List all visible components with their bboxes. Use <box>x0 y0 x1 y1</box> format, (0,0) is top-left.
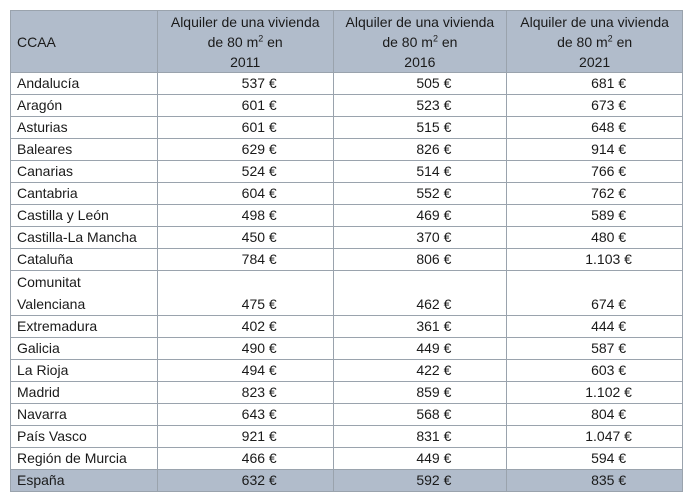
value-2016-cell: 449 € <box>332 447 508 470</box>
ccaa-cell: Extremadura <box>10 315 158 338</box>
ccaa-cell: Cataluña <box>10 248 158 271</box>
table-row: Castilla-La Mancha 450 €370 €480 € <box>10 226 683 249</box>
table-row: Aragón 601 €523 €673 € <box>10 94 683 117</box>
ccaa-cell: Baleares <box>10 138 158 161</box>
value-2021-cell: 1.102 € <box>506 381 683 404</box>
ccaa-cell: Navarra <box>10 403 158 426</box>
value-2016-cell: 552 € <box>332 182 508 205</box>
value-2016-cell: 859 € <box>332 381 508 404</box>
value-2011-cell: 466 € <box>156 447 334 470</box>
value-2016-cell: 592 € <box>332 469 508 492</box>
value-2011-cell: 643 € <box>156 403 334 426</box>
header-ccaa: CCAA <box>10 10 158 73</box>
ccaa-cell: La Rioja <box>10 359 158 382</box>
table-row: Castilla y León 498 €469 €589 € <box>10 204 683 227</box>
value-2011-cell: 498 € <box>156 204 334 227</box>
value-2016-cell: 361 € <box>332 315 508 338</box>
header-2016: Alquiler de una vivienda de 80 m2 en 2016 <box>332 10 508 73</box>
table-row: Baleares 629 €826 €914 € <box>10 138 683 161</box>
value-2016-cell: 370 € <box>332 226 508 249</box>
value-2021-cell: 444 € <box>506 315 683 338</box>
ccaa-cell: Galicia <box>10 337 158 360</box>
value-2011-cell: 601 € <box>156 94 334 117</box>
value-2011-cell: 601 € <box>156 116 334 139</box>
ccaa-cell: Andalucía <box>10 72 158 95</box>
header-row: CCAA Alquiler de una vivienda de 80 m2 e… <box>10 10 683 73</box>
table-row: Andalucía 537 €505 €681 € <box>10 72 683 95</box>
value-2021-cell: 594 € <box>506 447 683 470</box>
value-2021-cell: 681 € <box>506 72 683 95</box>
value-2021-cell: 480 € <box>506 226 683 249</box>
value-2011-cell: 524 € <box>156 160 334 183</box>
value-2011-cell: 629 € <box>156 138 334 161</box>
header-2011: Alquiler de una vivienda de 80 m2 en 2011 <box>156 10 334 73</box>
value-2011-cell: 632 € <box>156 469 334 492</box>
value-2016-cell: 826 € <box>332 138 508 161</box>
value-2011-cell: 402 € <box>156 315 334 338</box>
value-2016-cell: 515 € <box>332 116 508 139</box>
value-2021-cell: 835 € <box>506 469 683 492</box>
value-2021-cell: 1.103 € <box>506 248 683 271</box>
value-2021-cell: 914 € <box>506 138 683 161</box>
ccaa-cell: Castilla y León <box>10 204 158 227</box>
value-2016-cell: 523 € <box>332 94 508 117</box>
ccaa-cell: Canarias <box>10 160 158 183</box>
table-row: Navarra 643 €568 €804 € <box>10 403 683 426</box>
ccaa-cell: País Vasco <box>10 425 158 448</box>
value-2011-cell: 604 € <box>156 182 334 205</box>
value-2021-cell: 648 € <box>506 116 683 139</box>
ccaa-cell: Asturias <box>10 116 158 139</box>
value-2011-cell: 494 € <box>156 359 334 382</box>
value-2011-cell: 823 € <box>156 381 334 404</box>
value-2021-cell: 762 € <box>506 182 683 205</box>
table-row: Región de Murcia 466 €449 €594 € <box>10 447 683 470</box>
value-2016-cell: 449 € <box>332 337 508 360</box>
value-2021-cell: 766 € <box>506 160 683 183</box>
table-row: Cataluña 784 €806 €1.103 € <box>10 248 683 271</box>
value-2016-cell: 469 € <box>332 204 508 227</box>
value-2016-cell: 568 € <box>332 403 508 426</box>
ccaa-cell: Aragón <box>10 94 158 117</box>
ccaa-cell: Región de Murcia <box>10 447 158 470</box>
value-2021-cell: 1.047 € <box>506 425 683 448</box>
value-2021-cell: 804 € <box>506 403 683 426</box>
value-2016-cell: 422 € <box>332 359 508 382</box>
ccaa-cell: España <box>10 469 158 492</box>
ccaa-cell: Cantabria <box>10 182 158 205</box>
value-2016-cell: 831 € <box>332 425 508 448</box>
value-2011-cell: 450 € <box>156 226 334 249</box>
value-2016-cell: 806 € <box>332 248 508 271</box>
value-2011-cell: 475 € <box>156 270 334 316</box>
value-2011-cell: 921 € <box>156 425 334 448</box>
value-2021-cell: 603 € <box>506 359 683 382</box>
value-2016-cell: 505 € <box>332 72 508 95</box>
table-row: Madrid 823 €859 €1.102 € <box>10 381 683 404</box>
table-row: Extremadura 402 €361 €444 € <box>10 315 683 338</box>
table-row: Comunitat Valenciana 475 €462 €674 € <box>10 270 683 316</box>
table-row: Canarias 524 €514 €766 € <box>10 160 683 183</box>
total-row: España 632 €592 €835 € <box>10 469 683 492</box>
table-row: País Vasco 921 €831 €1.047 € <box>10 425 683 448</box>
table-row: Cantabria 604 €552 €762 € <box>10 182 683 205</box>
table-row: La Rioja 494 €422 €603 € <box>10 359 683 382</box>
ccaa-cell: Castilla-La Mancha <box>10 226 158 249</box>
value-2021-cell: 587 € <box>506 337 683 360</box>
value-2021-cell: 589 € <box>506 204 683 227</box>
rent-table: CCAA Alquiler de una vivienda de 80 m2 e… <box>10 10 683 492</box>
value-2021-cell: 674 € <box>506 270 683 316</box>
value-2021-cell: 673 € <box>506 94 683 117</box>
value-2011-cell: 490 € <box>156 337 334 360</box>
header-2021: Alquiler de una vivienda de 80 m2 en 2021 <box>506 10 683 73</box>
value-2016-cell: 514 € <box>332 160 508 183</box>
value-2011-cell: 784 € <box>156 248 334 271</box>
value-2011-cell: 537 € <box>156 72 334 95</box>
ccaa-cell: Madrid <box>10 381 158 404</box>
value-2016-cell: 462 € <box>332 270 508 316</box>
table-row: Asturias 601 €515 €648 € <box>10 116 683 139</box>
ccaa-cell: Comunitat Valenciana <box>10 270 158 316</box>
table-row: Galicia 490 €449 €587 € <box>10 337 683 360</box>
